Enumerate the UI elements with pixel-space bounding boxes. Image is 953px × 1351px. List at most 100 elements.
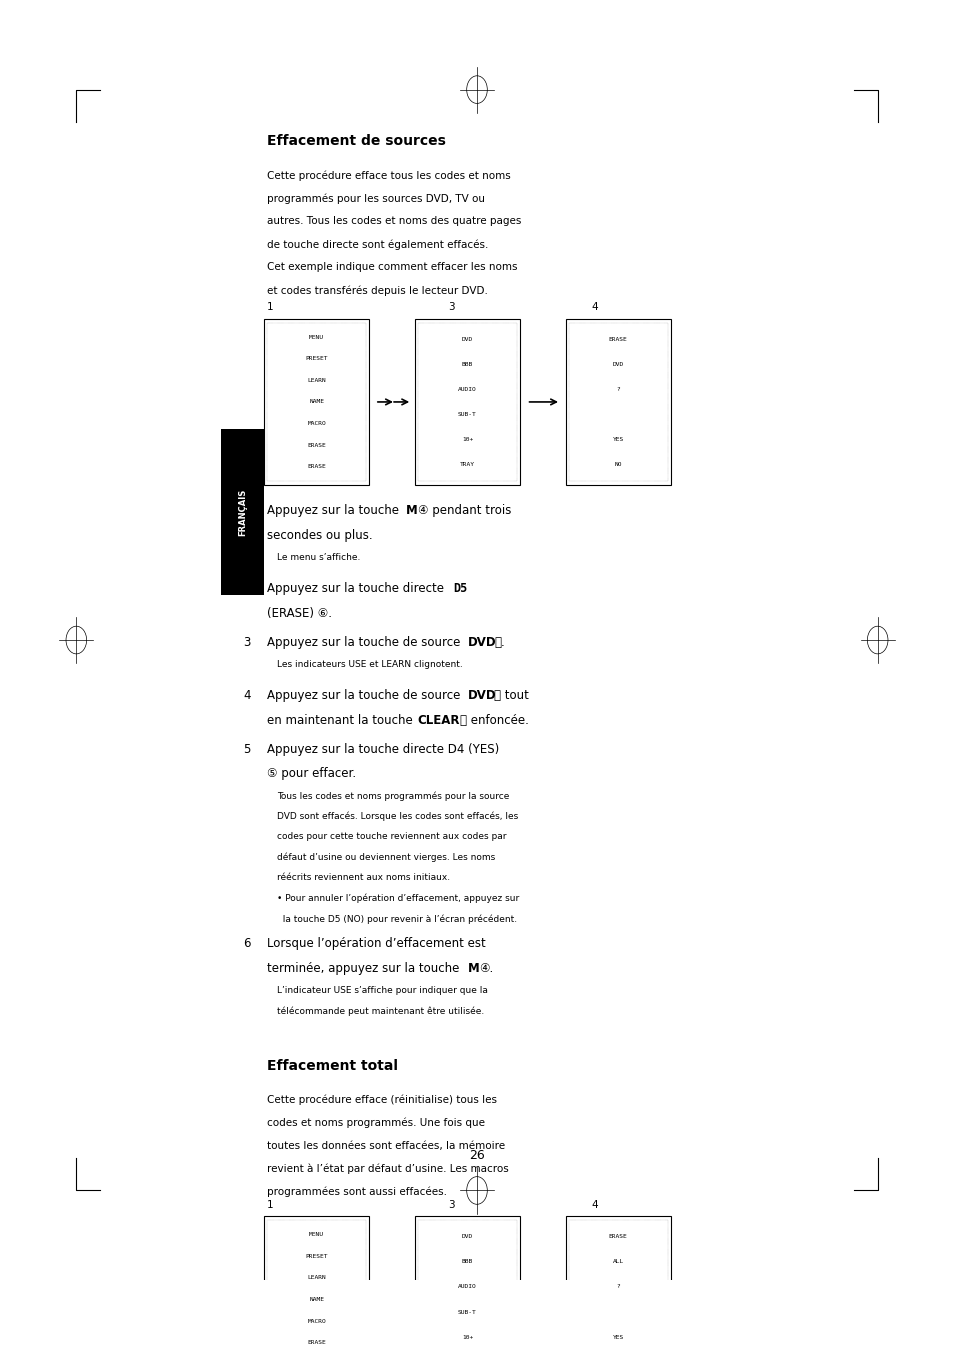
Text: programmées sont aussi effacées.: programmées sont aussi effacées. bbox=[267, 1188, 447, 1197]
Bar bbox=[568, 1220, 667, 1351]
Text: 4: 4 bbox=[591, 303, 598, 312]
Text: DVD: DVD bbox=[467, 689, 496, 703]
Text: ④ pendant trois: ④ pendant trois bbox=[417, 504, 511, 517]
Text: 3: 3 bbox=[448, 1200, 455, 1210]
Text: NAME: NAME bbox=[309, 400, 324, 404]
Text: la touche D5 (NO) pour revenir à l’écran précédent.: la touche D5 (NO) pour revenir à l’écran… bbox=[276, 915, 517, 924]
Text: NO: NO bbox=[614, 462, 621, 467]
Text: ERASE: ERASE bbox=[608, 1233, 627, 1239]
Text: SUB-T: SUB-T bbox=[457, 412, 476, 417]
Text: M: M bbox=[405, 504, 416, 517]
Text: LEARN: LEARN bbox=[307, 378, 326, 382]
Text: AUDIO: AUDIO bbox=[457, 386, 476, 392]
Text: MENU: MENU bbox=[309, 1232, 324, 1238]
Text: MACRO: MACRO bbox=[307, 1319, 326, 1324]
Text: DVD: DVD bbox=[467, 636, 496, 648]
Text: 4: 4 bbox=[591, 1200, 598, 1210]
Text: ERASE: ERASE bbox=[307, 443, 326, 447]
Bar bbox=[565, 1216, 670, 1351]
Bar bbox=[415, 319, 519, 485]
Text: PRESET: PRESET bbox=[305, 1254, 328, 1259]
Bar bbox=[267, 1220, 366, 1351]
Text: Lorsque l’opération d’effacement est: Lorsque l’opération d’effacement est bbox=[267, 938, 485, 950]
Text: défaut d’usine ou deviennent vierges. Les noms: défaut d’usine ou deviennent vierges. Le… bbox=[276, 852, 495, 862]
Text: 4: 4 bbox=[243, 689, 251, 703]
Text: Les indicateurs USE et LEARN clignotent.: Les indicateurs USE et LEARN clignotent. bbox=[276, 661, 462, 669]
Text: 1: 1 bbox=[267, 1200, 274, 1210]
Text: 1: 1 bbox=[267, 303, 274, 312]
Text: TRAY: TRAY bbox=[459, 462, 475, 467]
Text: NAME: NAME bbox=[309, 1297, 324, 1302]
Text: Effacement de sources: Effacement de sources bbox=[267, 134, 446, 149]
Text: secondes ou plus.: secondes ou plus. bbox=[267, 528, 373, 542]
Text: 5: 5 bbox=[243, 743, 251, 755]
Bar bbox=[568, 323, 667, 481]
Text: D5: D5 bbox=[453, 582, 467, 596]
Text: revient à l’état par défaut d’usine. Les macros: revient à l’état par défaut d’usine. Les… bbox=[267, 1163, 508, 1174]
Text: (ERASE) ⑥.: (ERASE) ⑥. bbox=[267, 607, 332, 620]
Bar bbox=[267, 323, 366, 481]
Text: Appuyez sur la touche: Appuyez sur la touche bbox=[267, 504, 402, 517]
Text: ERASE: ERASE bbox=[307, 1340, 326, 1346]
Text: YES: YES bbox=[612, 438, 623, 442]
Bar bbox=[565, 319, 670, 485]
Text: DVD: DVD bbox=[461, 336, 473, 342]
Text: YES: YES bbox=[612, 1335, 623, 1340]
Text: 1: 1 bbox=[243, 504, 251, 517]
Text: MACRO: MACRO bbox=[307, 422, 326, 426]
Text: Cette procédure efface tous les codes et noms: Cette procédure efface tous les codes et… bbox=[267, 170, 511, 181]
Text: BBB: BBB bbox=[461, 362, 473, 366]
Text: ?: ? bbox=[616, 386, 619, 392]
Bar bbox=[417, 1220, 517, 1351]
Bar bbox=[417, 323, 517, 481]
Text: BBB: BBB bbox=[461, 1259, 473, 1265]
Text: ALL: ALL bbox=[612, 1259, 623, 1265]
Text: Cet exemple indique comment effacer les noms: Cet exemple indique comment effacer les … bbox=[267, 262, 517, 273]
Text: Appuyez sur la touche directe: Appuyez sur la touche directe bbox=[267, 582, 447, 596]
Text: terminée, appuyez sur la touche: terminée, appuyez sur la touche bbox=[267, 962, 463, 974]
Text: Appuyez sur la touche de source: Appuyez sur la touche de source bbox=[267, 689, 464, 703]
Text: programmés pour les sources DVD, TV ou: programmés pour les sources DVD, TV ou bbox=[267, 193, 485, 204]
Text: codes et noms programmés. Une fois que: codes et noms programmés. Une fois que bbox=[267, 1117, 485, 1128]
Text: SUB-T: SUB-T bbox=[457, 1309, 476, 1315]
Text: Appuyez sur la touche de source: Appuyez sur la touche de source bbox=[267, 636, 464, 648]
Text: ⑭ tout: ⑭ tout bbox=[494, 689, 529, 703]
Text: DVD: DVD bbox=[612, 362, 623, 366]
Text: et codes transférés depuis le lecteur DVD.: et codes transférés depuis le lecteur DV… bbox=[267, 285, 488, 296]
Text: LEARN: LEARN bbox=[307, 1275, 326, 1281]
Text: 26: 26 bbox=[469, 1150, 484, 1162]
Text: ④.: ④. bbox=[478, 962, 493, 974]
Text: autres. Tous les codes et noms des quatre pages: autres. Tous les codes et noms des quatr… bbox=[267, 216, 521, 227]
Text: 2: 2 bbox=[243, 582, 251, 596]
Text: 6: 6 bbox=[243, 938, 251, 950]
Text: 10+: 10+ bbox=[461, 438, 473, 442]
Text: en maintenant la touche: en maintenant la touche bbox=[267, 713, 416, 727]
Bar bbox=[264, 1216, 369, 1351]
Text: ⑯ enfoncée.: ⑯ enfoncée. bbox=[459, 713, 528, 727]
Text: AUDIO: AUDIO bbox=[457, 1285, 476, 1289]
Text: Appuyez sur la touche directe D4 (YES): Appuyez sur la touche directe D4 (YES) bbox=[267, 743, 498, 755]
Text: M: M bbox=[467, 962, 478, 974]
Text: Cette procédure efface (réinitialise) tous les: Cette procédure efface (réinitialise) to… bbox=[267, 1094, 497, 1105]
Text: L’indicateur USE s’affiche pour indiquer que la: L’indicateur USE s’affiche pour indiquer… bbox=[276, 986, 487, 994]
Text: ⑤ pour effacer.: ⑤ pour effacer. bbox=[267, 767, 355, 780]
Text: CLEAR: CLEAR bbox=[416, 713, 459, 727]
Text: 3: 3 bbox=[448, 303, 455, 312]
Text: ERASE: ERASE bbox=[307, 465, 326, 469]
Text: Le menu s’affiche.: Le menu s’affiche. bbox=[276, 553, 359, 562]
Text: PRESET: PRESET bbox=[305, 357, 328, 361]
Bar bbox=[264, 319, 369, 485]
Text: Tous les codes et noms programmés pour la source: Tous les codes et noms programmés pour l… bbox=[276, 792, 509, 801]
Text: FRANÇAIS: FRANÇAIS bbox=[238, 489, 247, 535]
Text: toutes les données sont effacées, la mémoire: toutes les données sont effacées, la mém… bbox=[267, 1140, 505, 1151]
Text: ERASE: ERASE bbox=[608, 336, 627, 342]
Text: Effacement total: Effacement total bbox=[267, 1059, 397, 1073]
Bar bbox=[415, 1216, 519, 1351]
Text: ⑭.: ⑭. bbox=[494, 636, 504, 648]
Text: réécrits reviennent aux noms initiaux.: réécrits reviennent aux noms initiaux. bbox=[276, 873, 449, 882]
Text: • Pour annuler l’opération d’effacement, appuyez sur: • Pour annuler l’opération d’effacement,… bbox=[276, 894, 518, 904]
Text: DVD sont effacés. Lorsque les codes sont effacés, les: DVD sont effacés. Lorsque les codes sont… bbox=[276, 812, 517, 821]
Text: codes pour cette touche reviennent aux codes par: codes pour cette touche reviennent aux c… bbox=[276, 832, 506, 842]
Text: télécommande peut maintenant être utilisée.: télécommande peut maintenant être utilis… bbox=[276, 1006, 483, 1016]
Text: 10+: 10+ bbox=[461, 1335, 473, 1340]
